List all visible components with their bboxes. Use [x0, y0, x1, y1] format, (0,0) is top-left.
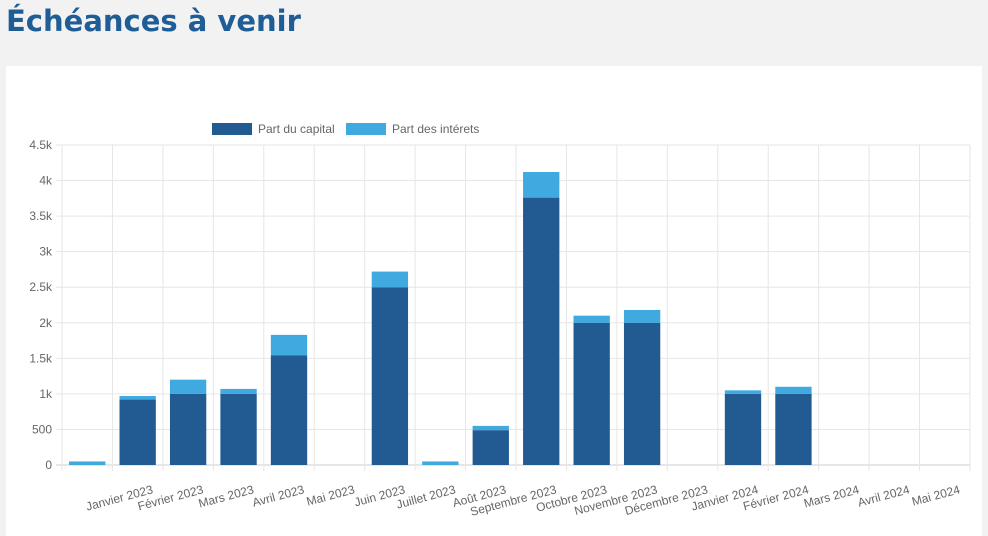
- legend-swatch-interets[interactable]: [346, 123, 386, 135]
- bar-capital[interactable]: [573, 322, 610, 465]
- chart-card: 0 500 1k 1.5k 2k 2.5k 3k 3.5k 4k 4.5k Janvier 2023…: [6, 66, 982, 536]
- bar-capital[interactable]: [775, 393, 812, 465]
- x-tick-label: Juillet 2023: [395, 482, 458, 511]
- bar-capital[interactable]: [472, 430, 509, 465]
- y-tick-label: 1k: [39, 387, 53, 401]
- bar-capital[interactable]: [270, 355, 308, 465]
- bar-interets[interactable]: [270, 334, 308, 356]
- x-tick-label: Avril 2023: [251, 482, 306, 509]
- y-tick-label: 0: [45, 458, 52, 472]
- legend-label-interets[interactable]: Part des intérets: [392, 122, 479, 136]
- bar-capital[interactable]: [220, 393, 257, 465]
- bar-interets[interactable]: [775, 386, 812, 394]
- bar-capital[interactable]: [371, 287, 409, 465]
- bar-capital[interactable]: [523, 197, 560, 465]
- bar-interets[interactable]: [724, 390, 762, 394]
- legend-label-capital[interactable]: Part du capital: [258, 122, 335, 136]
- grid-layer: [56, 144, 971, 471]
- x-tick-label: Mai 2024: [910, 482, 962, 508]
- y-tick-label: 500: [32, 422, 52, 436]
- bar-interets[interactable]: [523, 172, 560, 198]
- y-tick-label: 1.5k: [29, 351, 53, 365]
- bar-interets[interactable]: [69, 461, 106, 465]
- bar-interets[interactable]: [573, 315, 610, 323]
- bar-capital[interactable]: [623, 322, 661, 465]
- x-tick-label: Mars 2024: [802, 482, 861, 510]
- bar-capital[interactable]: [119, 399, 156, 465]
- x-tick-label: Avril 2024: [856, 482, 911, 509]
- bars-layer: [69, 172, 812, 465]
- bar-interets[interactable]: [472, 425, 509, 431]
- chart-legend: Part du capital Part des intérets: [212, 122, 479, 136]
- y-tick-label: 4.5k: [29, 138, 53, 152]
- x-tick-label: Mai 2023: [305, 482, 357, 508]
- y-tick-label: 3k: [39, 245, 53, 259]
- y-tick-label: 2k: [39, 316, 53, 330]
- y-tick-label: 4k: [39, 174, 53, 188]
- bar-capital[interactable]: [169, 393, 207, 465]
- page-title: Échéances à venir: [6, 4, 301, 38]
- bar-interets[interactable]: [422, 461, 459, 465]
- bar-interets[interactable]: [220, 388, 257, 394]
- y-tick-label: 3.5k: [29, 209, 53, 223]
- legend-swatch-capital[interactable]: [212, 123, 252, 135]
- bar-interets[interactable]: [623, 309, 661, 323]
- bar-interets[interactable]: [371, 271, 409, 288]
- bar-interets[interactable]: [169, 379, 207, 394]
- bar-capital[interactable]: [724, 393, 762, 465]
- bar-interets[interactable]: [119, 396, 156, 400]
- y-tick-label: 2.5k: [29, 280, 53, 294]
- x-tick-label: Mars 2023: [197, 482, 256, 510]
